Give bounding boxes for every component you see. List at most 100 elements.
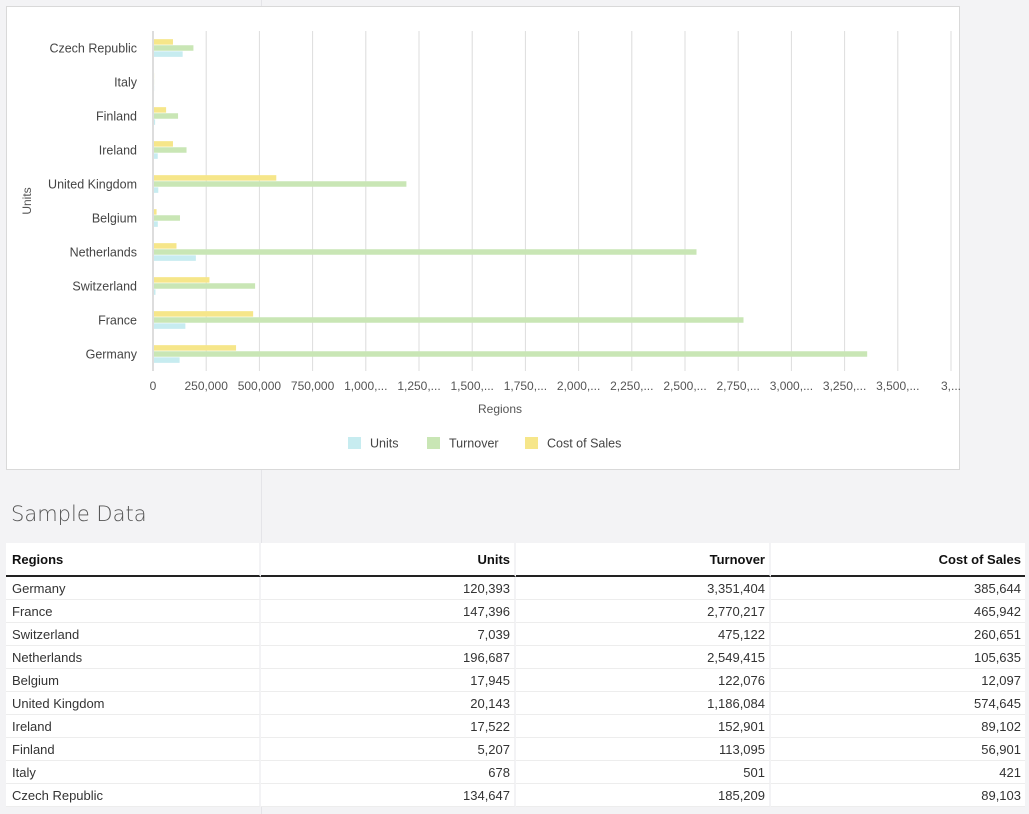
bar: [154, 277, 210, 283]
chart-card: 0 250,000 500,000 750,000 1,000,... 1,250,...…: [6, 6, 961, 470]
cell-region: Netherlands: [6, 646, 261, 669]
table-row: Italy 678 501 421: [6, 761, 1025, 784]
table-row: Netherlands 196,687 2,549,415 105,635: [6, 646, 1025, 669]
bar: [154, 289, 156, 295]
bar: [154, 119, 156, 125]
bar: [154, 209, 157, 215]
x-tick-label: 2,000,...: [557, 379, 600, 393]
table-row: Germany 120,393 3,351,404 385,644: [6, 577, 1025, 600]
sample-data-table: Regions Units Turnover Cost of Sales Ger…: [6, 543, 1025, 807]
x-tick-label: 3,500,...: [876, 379, 919, 393]
legend-swatch: [348, 437, 361, 449]
x-tick-label: 1,000,...: [344, 379, 387, 393]
x-tick-label: 500,000: [238, 379, 282, 393]
category-label: Switzerland: [72, 280, 137, 294]
cell-turnover: 475,122: [516, 623, 771, 646]
category-label: United Kingdom: [48, 178, 137, 192]
cell-units: 5,207: [261, 738, 516, 761]
column-header-units[interactable]: Units: [261, 543, 516, 577]
bar: [154, 351, 868, 357]
column-header-turnover[interactable]: Turnover: [516, 543, 771, 577]
cell-turnover: 113,095: [516, 738, 771, 761]
cell-units: 678: [261, 761, 516, 784]
cell-units: 196,687: [261, 646, 516, 669]
cell-region: Czech Republic: [6, 784, 261, 807]
bar: [154, 181, 407, 187]
bar: [154, 345, 237, 351]
x-tick-label: 250,000: [185, 379, 229, 393]
bar: [154, 243, 177, 249]
bar: [154, 311, 254, 317]
bar: [154, 187, 159, 193]
bar: [154, 141, 173, 147]
cell-turnover: 185,209: [516, 784, 771, 807]
x-tick-label: 3,000,...: [770, 379, 813, 393]
cell-cost-of-sales: 385,644: [771, 577, 1025, 600]
category-label: Italy: [114, 76, 138, 90]
legend-label: Turnover: [449, 437, 499, 451]
category-label: France: [98, 314, 137, 328]
cell-cost-of-sales: 12,097: [771, 669, 1025, 692]
cell-cost-of-sales: 105,635: [771, 646, 1025, 669]
legend-swatch: [427, 437, 440, 449]
table-row: France 147,396 2,770,217 465,942: [6, 600, 1025, 623]
cell-units: 17,945: [261, 669, 516, 692]
cell-turnover: 501: [516, 761, 771, 784]
table-row: Czech Republic 134,647 185,209 89,103: [6, 784, 1025, 807]
x-tick-label: 2,500,...: [663, 379, 706, 393]
legend-swatch: [525, 437, 538, 449]
category-label: Germany: [86, 348, 138, 362]
cell-cost-of-sales: 260,651: [771, 623, 1025, 646]
cell-turnover: 152,901: [516, 715, 771, 738]
cell-cost-of-sales: 421: [771, 761, 1025, 784]
cell-units: 120,393: [261, 577, 516, 600]
x-tick-label: 1,250,...: [397, 379, 440, 393]
category-label: Netherlands: [70, 246, 137, 260]
cell-region: United Kingdom: [6, 692, 261, 715]
table-row: Belgium 17,945 122,076 12,097: [6, 669, 1025, 692]
bar: [154, 147, 187, 153]
table-row: United Kingdom 20,143 1,186,084 574,645: [6, 692, 1025, 715]
cell-cost-of-sales: 89,103: [771, 784, 1025, 807]
x-tick-label: 2,250,...: [610, 379, 653, 393]
bar: [154, 317, 744, 323]
cell-cost-of-sales: 56,901: [771, 738, 1025, 761]
bar: [154, 45, 194, 51]
x-tick-label: 1,750,...: [504, 379, 547, 393]
table-row: Finland 5,207 113,095 56,901: [6, 738, 1025, 761]
cell-region: Finland: [6, 738, 261, 761]
bar: [154, 175, 277, 181]
column-header-cost-of-sales[interactable]: Cost of Sales: [771, 543, 1025, 577]
cell-cost-of-sales: 465,942: [771, 600, 1025, 623]
table-row: Ireland 17,522 152,901 89,102: [6, 715, 1025, 738]
category-label: Ireland: [99, 144, 137, 158]
bar: [154, 153, 158, 159]
x-tick-label: 3,...: [941, 379, 961, 393]
bar: [154, 107, 167, 113]
cell-units: 134,647: [261, 784, 516, 807]
bar-chart: 0 250,000 500,000 750,000 1,000,... 1,250,...…: [20, 31, 961, 451]
cell-cost-of-sales: 89,102: [771, 715, 1025, 738]
legend-label: Cost of Sales: [547, 437, 621, 451]
x-tick-label: 2,750,...: [717, 379, 760, 393]
cell-units: 20,143: [261, 692, 516, 715]
column-header-regions[interactable]: Regions: [6, 543, 261, 577]
legend-label: Units: [370, 437, 398, 451]
table-row: Switzerland 7,039 475,122 260,651: [6, 623, 1025, 646]
cell-region: Italy: [6, 761, 261, 784]
cell-units: 7,039: [261, 623, 516, 646]
cell-turnover: 1,186,084: [516, 692, 771, 715]
cell-region: France: [6, 600, 261, 623]
cell-region: Switzerland: [6, 623, 261, 646]
category-label: Czech Republic: [49, 42, 137, 56]
bar: [154, 249, 697, 255]
bar: [154, 357, 180, 363]
x-tick-label: 750,000: [291, 379, 335, 393]
section-title: Sample Data: [11, 502, 147, 526]
bar: [154, 283, 256, 289]
cell-region: Ireland: [6, 715, 261, 738]
cell-turnover: 2,770,217: [516, 600, 771, 623]
bar: [154, 215, 180, 221]
category-label: Finland: [96, 110, 137, 124]
x-tick-label: 0: [150, 379, 157, 393]
